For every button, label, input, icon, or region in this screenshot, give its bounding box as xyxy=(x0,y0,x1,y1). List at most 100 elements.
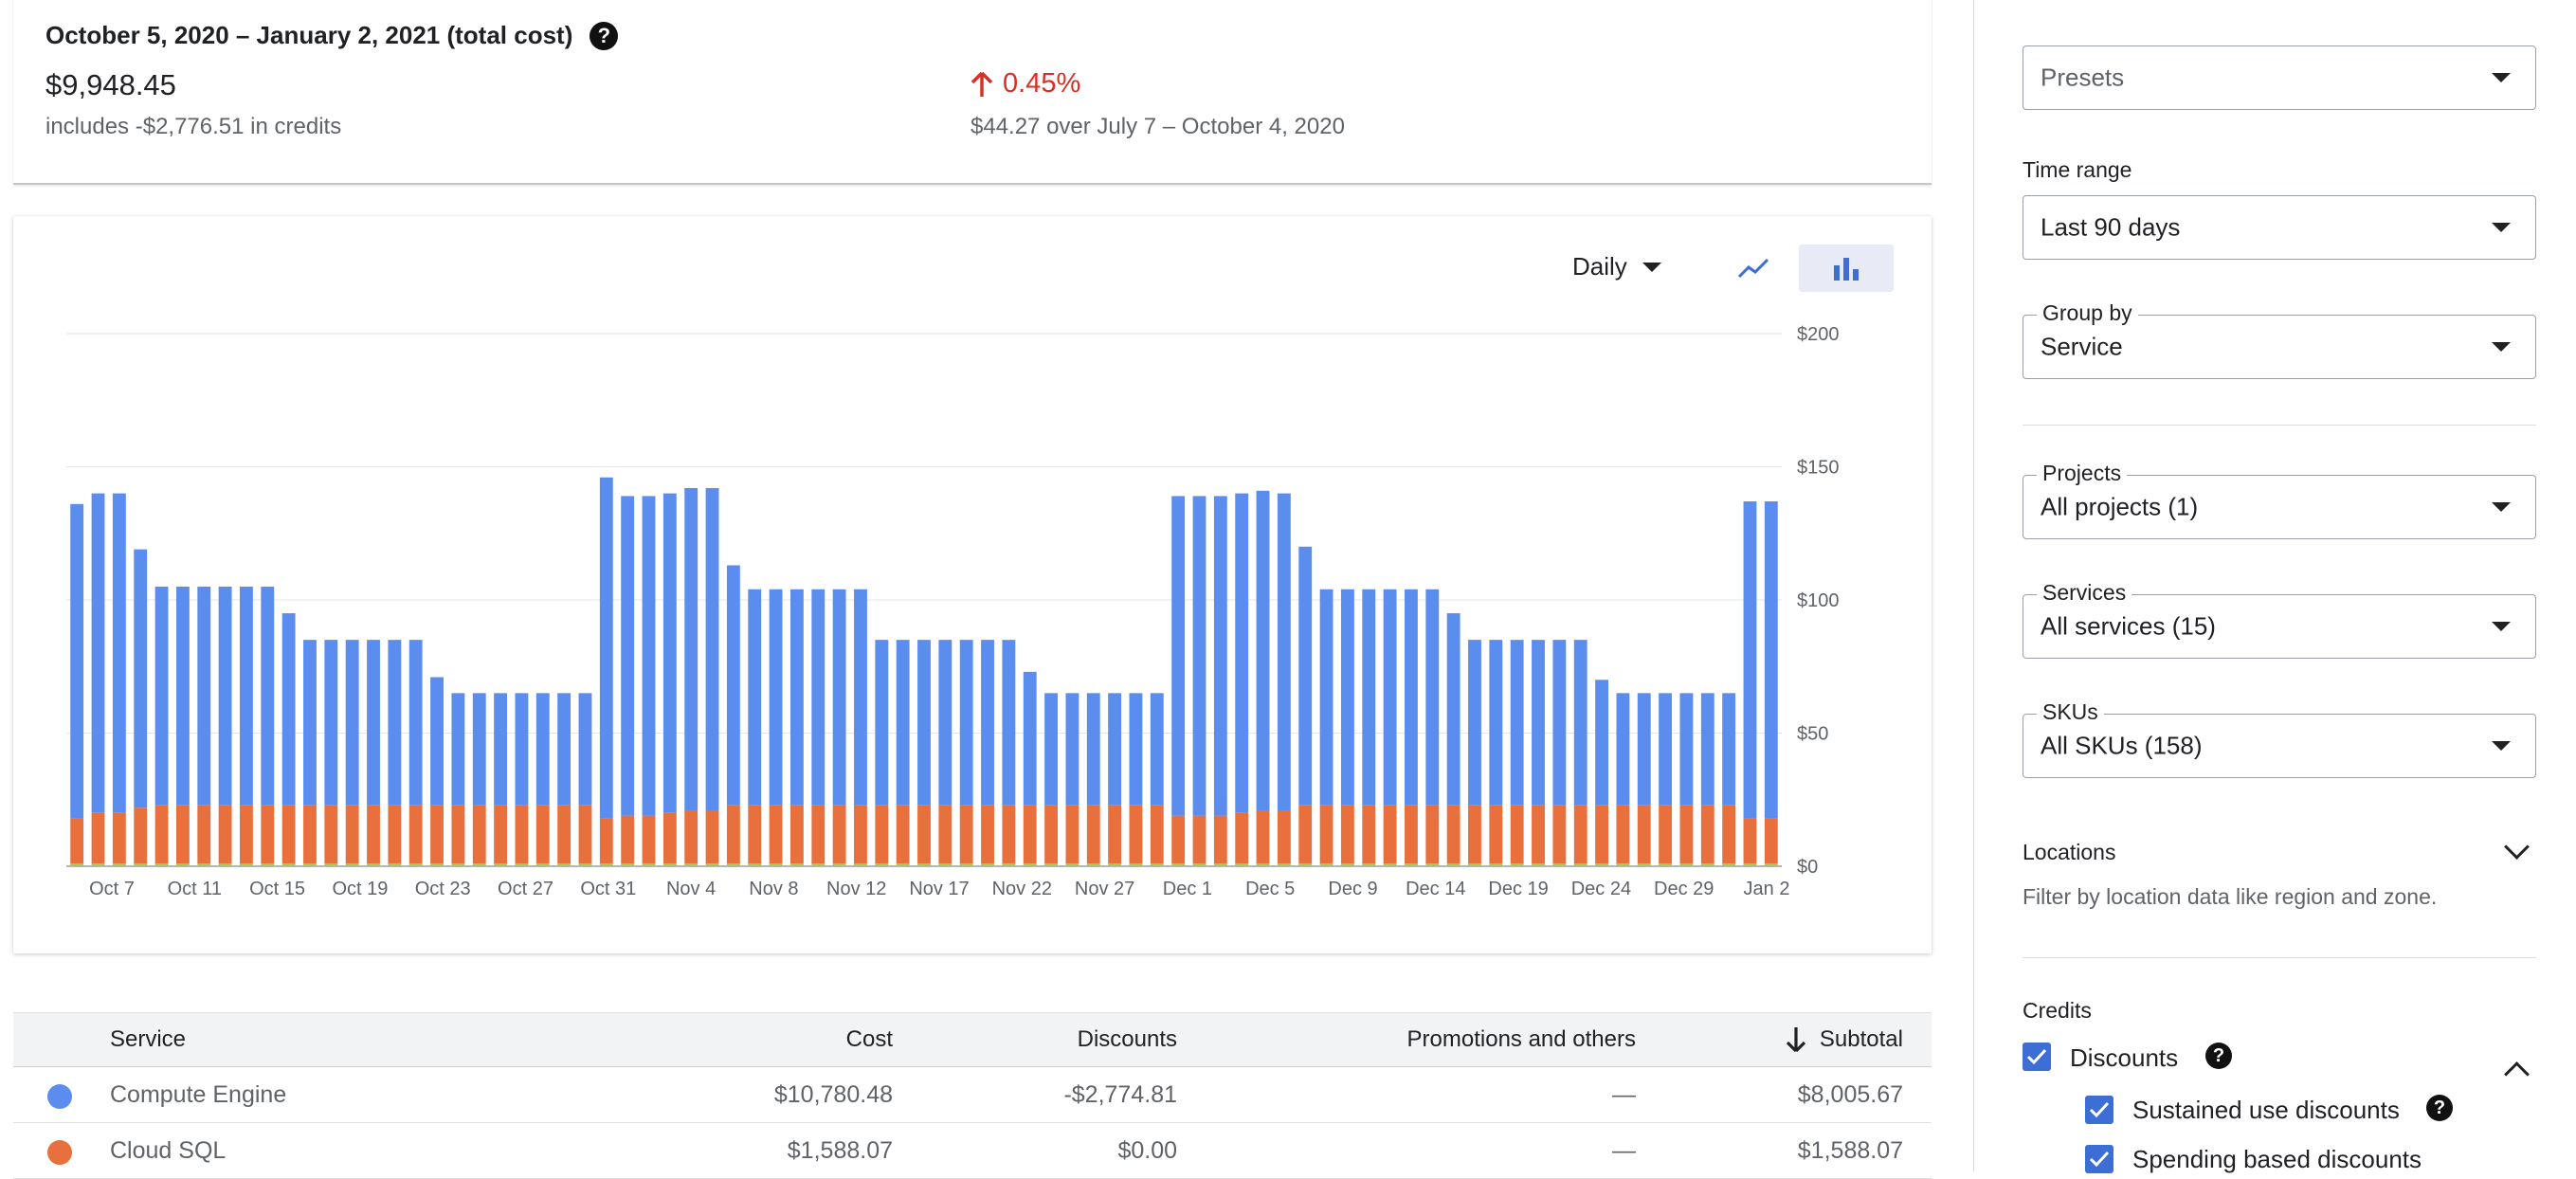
chart-bar-segment[interactable] xyxy=(472,863,486,866)
chart-bar-segment[interactable] xyxy=(938,863,952,866)
chart-bar-segment[interactable] xyxy=(112,812,126,864)
chart-bar-segment[interactable] xyxy=(388,640,402,806)
chart-bar-segment[interactable] xyxy=(1616,805,1630,864)
sustained-use-checkbox[interactable] xyxy=(2085,1096,2113,1124)
chart-bar-segment[interactable] xyxy=(367,805,380,864)
chart-bar-segment[interactable] xyxy=(535,693,550,806)
chart-bar-segment[interactable] xyxy=(789,863,804,866)
chart-bar-segment[interactable] xyxy=(917,640,931,806)
time-range-select[interactable]: Last 90 days xyxy=(2023,195,2536,260)
chart-bar-segment[interactable] xyxy=(875,805,889,864)
chart-bar-segment[interactable] xyxy=(1573,805,1587,864)
chart-bar-segment[interactable] xyxy=(154,863,169,866)
skus-select[interactable]: SKUs All SKUs (158) xyxy=(2023,699,2536,778)
chart-bar-segment[interactable] xyxy=(112,493,126,813)
chart-bar-segment[interactable] xyxy=(1722,805,1736,864)
chart-bar-segment[interactable] xyxy=(91,812,105,864)
chart-bar-segment[interactable] xyxy=(1659,863,1673,866)
chart-bar-segment[interactable] xyxy=(1743,863,1757,866)
chart-bar-segment[interactable] xyxy=(726,805,740,864)
chart-bar-segment[interactable] xyxy=(557,863,571,866)
chart-bar-segment[interactable] xyxy=(854,589,867,806)
discounts-checkbox[interactable] xyxy=(2023,1043,2051,1071)
chart-bar-segment[interactable] xyxy=(1002,863,1016,866)
chart-bar-segment[interactable] xyxy=(748,589,762,806)
chart-bar-segment[interactable] xyxy=(1044,805,1059,864)
chart-bar-segment[interactable] xyxy=(1277,863,1291,866)
chart-bar-segment[interactable] xyxy=(1213,863,1227,866)
chart-bar-segment[interactable] xyxy=(1171,815,1186,864)
chart-bar-segment[interactable] xyxy=(1023,805,1037,864)
chart-bar-segment[interactable] xyxy=(748,863,762,866)
chart-bar-segment[interactable] xyxy=(1192,863,1206,866)
services-select[interactable]: Services All services (15) xyxy=(2023,580,2536,659)
bar-chart-button[interactable] xyxy=(1799,245,1894,292)
chart-bar-segment[interactable] xyxy=(1002,805,1016,864)
chart-bar-segment[interactable] xyxy=(769,863,783,866)
chart-bar-segment[interactable] xyxy=(854,863,867,866)
chart-bar-segment[interactable] xyxy=(1405,863,1418,866)
chart-bar-segment[interactable] xyxy=(112,863,126,866)
chart-bar-segment[interactable] xyxy=(1573,863,1587,866)
chart-bar-segment[interactable] xyxy=(494,863,508,866)
chart-bar-segment[interactable] xyxy=(1659,693,1673,806)
chart-bar-segment[interactable] xyxy=(70,818,84,864)
chart-bar-segment[interactable] xyxy=(769,589,783,806)
chart-bar-segment[interactable] xyxy=(1573,640,1587,806)
chart-bar-segment[interactable] xyxy=(1362,589,1376,806)
chart-bar-segment[interactable] xyxy=(1340,589,1354,806)
chart-bar-segment[interactable] xyxy=(240,805,253,864)
chart-bar-segment[interactable] xyxy=(408,640,423,806)
chart-bar-segment[interactable] xyxy=(1256,863,1270,866)
chart-bar-segment[interactable] xyxy=(578,693,592,806)
chart-bar-segment[interactable] xyxy=(1023,863,1037,866)
chart-bar-segment[interactable] xyxy=(345,805,359,864)
chart-bar-segment[interactable] xyxy=(1743,501,1757,819)
chart-bar-segment[interactable] xyxy=(515,805,529,864)
chart-bar-segment[interactable] xyxy=(134,863,148,866)
chart-bar-segment[interactable] xyxy=(1002,640,1016,806)
chart-bar-segment[interactable] xyxy=(705,863,719,866)
chart-bar-segment[interactable] xyxy=(1108,805,1122,864)
chart-bar-segment[interactable] xyxy=(494,805,508,864)
chart-bar-segment[interactable] xyxy=(367,863,380,866)
chart-bar-segment[interactable] xyxy=(1023,671,1037,806)
chart-bar-segment[interactable] xyxy=(1298,546,1313,806)
chart-bar-segment[interactable] xyxy=(1595,805,1608,864)
chart-bar-segment[interactable] xyxy=(451,693,465,806)
chart-bar-segment[interactable] xyxy=(303,805,317,864)
chart-bar-segment[interactable] xyxy=(917,805,931,864)
period-select[interactable]: Daily xyxy=(1572,252,1661,281)
header-promotions[interactable]: Promotions and others xyxy=(1406,1026,1636,1052)
chart-bar-segment[interactable] xyxy=(875,640,889,806)
chart-bar-segment[interactable] xyxy=(430,863,444,866)
chart-bar-segment[interactable] xyxy=(261,586,275,806)
chart-bar-segment[interactable] xyxy=(1700,693,1714,806)
chart-bar-segment[interactable] xyxy=(1468,805,1481,864)
chart-bar-segment[interactable] xyxy=(811,589,825,806)
chart-bar-segment[interactable] xyxy=(981,640,994,806)
chart-bar-segment[interactable] xyxy=(1510,805,1524,864)
chart-bar-segment[interactable] xyxy=(557,693,571,806)
chart-bar-segment[interactable] xyxy=(896,640,910,806)
chart-bar-segment[interactable] xyxy=(1171,863,1186,866)
chart-bar-segment[interactable] xyxy=(1340,863,1354,866)
chart-bar-segment[interactable] xyxy=(1171,496,1186,816)
chart-bar-segment[interactable] xyxy=(1552,640,1567,806)
chart-bar-segment[interactable] xyxy=(451,863,465,866)
chart-bar-segment[interactable] xyxy=(218,586,232,806)
chart-bar-segment[interactable] xyxy=(1468,640,1481,806)
group-by-select[interactable]: Group by Service xyxy=(2023,300,2536,379)
chart-bar-segment[interactable] xyxy=(684,487,698,810)
chart-bar-segment[interactable] xyxy=(684,809,698,864)
chart-bar-segment[interactable] xyxy=(261,863,275,866)
chart-bar-segment[interactable] xyxy=(494,693,508,806)
chart-bar-segment[interactable] xyxy=(1700,863,1714,866)
help-icon[interactable]: ? xyxy=(2205,1043,2232,1069)
chart-bar-segment[interactable] xyxy=(1489,805,1503,864)
chart-bar-segment[interactable] xyxy=(1362,805,1376,864)
chart-bar-segment[interactable] xyxy=(1277,809,1291,864)
chart-bar-segment[interactable] xyxy=(154,586,169,806)
chart-bar-segment[interactable] xyxy=(917,863,931,866)
chart-bar-segment[interactable] xyxy=(1256,490,1270,810)
